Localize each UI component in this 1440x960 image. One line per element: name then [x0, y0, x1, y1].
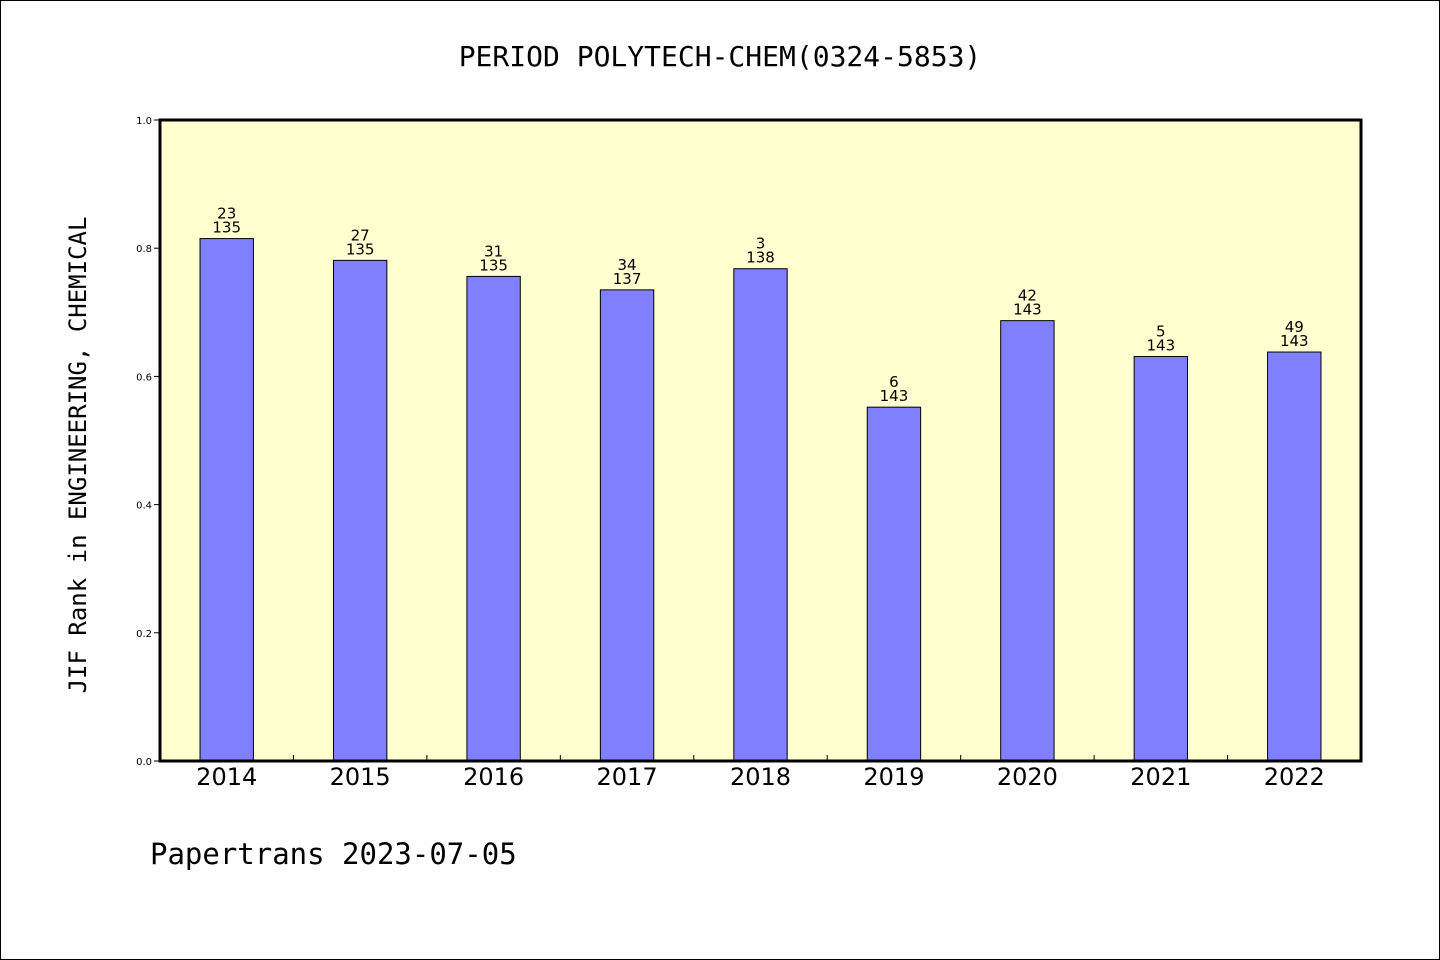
bar-rank-label: 49 — [1285, 318, 1304, 336]
bar-2017 — [599, 289, 655, 762]
chart-title: PERIOD POLYTECH-CHEM(0324-5853) — [459, 40, 982, 73]
plot-border — [158, 118, 1363, 763]
bar-2015 — [332, 259, 388, 762]
bar-2018 — [733, 268, 788, 762]
bar-total-label: 137 — [613, 270, 642, 288]
y-tick-label: 1.0 — [136, 116, 152, 127]
bar-total-label: 143 — [1280, 332, 1309, 350]
x-tick-label: 2021 — [1130, 763, 1191, 791]
x-tick-label: 2022 — [1264, 763, 1325, 791]
bar-rank-label: 6 — [889, 373, 899, 391]
bar-rank-label: 31 — [484, 242, 503, 260]
bar-total-label: 143 — [880, 387, 909, 405]
bar-2014 — [199, 238, 254, 762]
x-tick-label: 2017 — [597, 763, 658, 791]
x-tick-label: 2019 — [863, 763, 924, 791]
y-tick-label: 0.8 — [136, 244, 152, 255]
bar-2021 — [1133, 356, 1189, 762]
y-tick-label: 0.2 — [136, 629, 152, 640]
bar-rank-label: 3 — [756, 235, 766, 253]
bar-total-label: 135 — [479, 256, 508, 274]
x-tick-label: 2020 — [997, 763, 1058, 791]
bar-rank-label: 42 — [1018, 287, 1037, 305]
bar-2019 — [866, 406, 922, 762]
y-axis-ticks: 0.0 0.2 0.4 0.6 0.8 1.0 — [136, 116, 160, 768]
x-axis-ticks: 2014 2015 2016 2017 2018 2019 2020 2021 2022 — [196, 755, 1325, 791]
y-axis-label: JIF Rank in ENGINEERING, CHEMICAL — [64, 217, 92, 694]
bar-rank-label: 27 — [351, 226, 370, 244]
bar-total-label: 138 — [746, 249, 775, 267]
bar-rank-label: 23 — [217, 205, 236, 223]
bar-total-label: 135 — [346, 240, 375, 258]
x-tick-label: 2015 — [330, 763, 391, 791]
y-tick-label: 0.4 — [136, 501, 152, 512]
bar-2020 — [1000, 320, 1055, 762]
y-tick-label: 0.0 — [136, 757, 152, 768]
bar-rank-label: 5 — [1156, 323, 1166, 341]
x-tick-label: 2018 — [730, 763, 791, 791]
bar-total-label: 143 — [1147, 337, 1176, 355]
bar-total-label: 143 — [1013, 301, 1042, 319]
y-tick-label: 0.6 — [136, 372, 152, 383]
bar-rank-label: 34 — [618, 256, 637, 274]
x-tick-label: 2014 — [196, 763, 257, 791]
bar-2022 — [1267, 351, 1322, 762]
bar-2016 — [466, 275, 521, 762]
bar-total-label: 135 — [212, 219, 241, 237]
x-tick-label: 2016 — [463, 763, 524, 791]
footer-credit: Papertrans 2023-07-05 — [150, 837, 517, 871]
